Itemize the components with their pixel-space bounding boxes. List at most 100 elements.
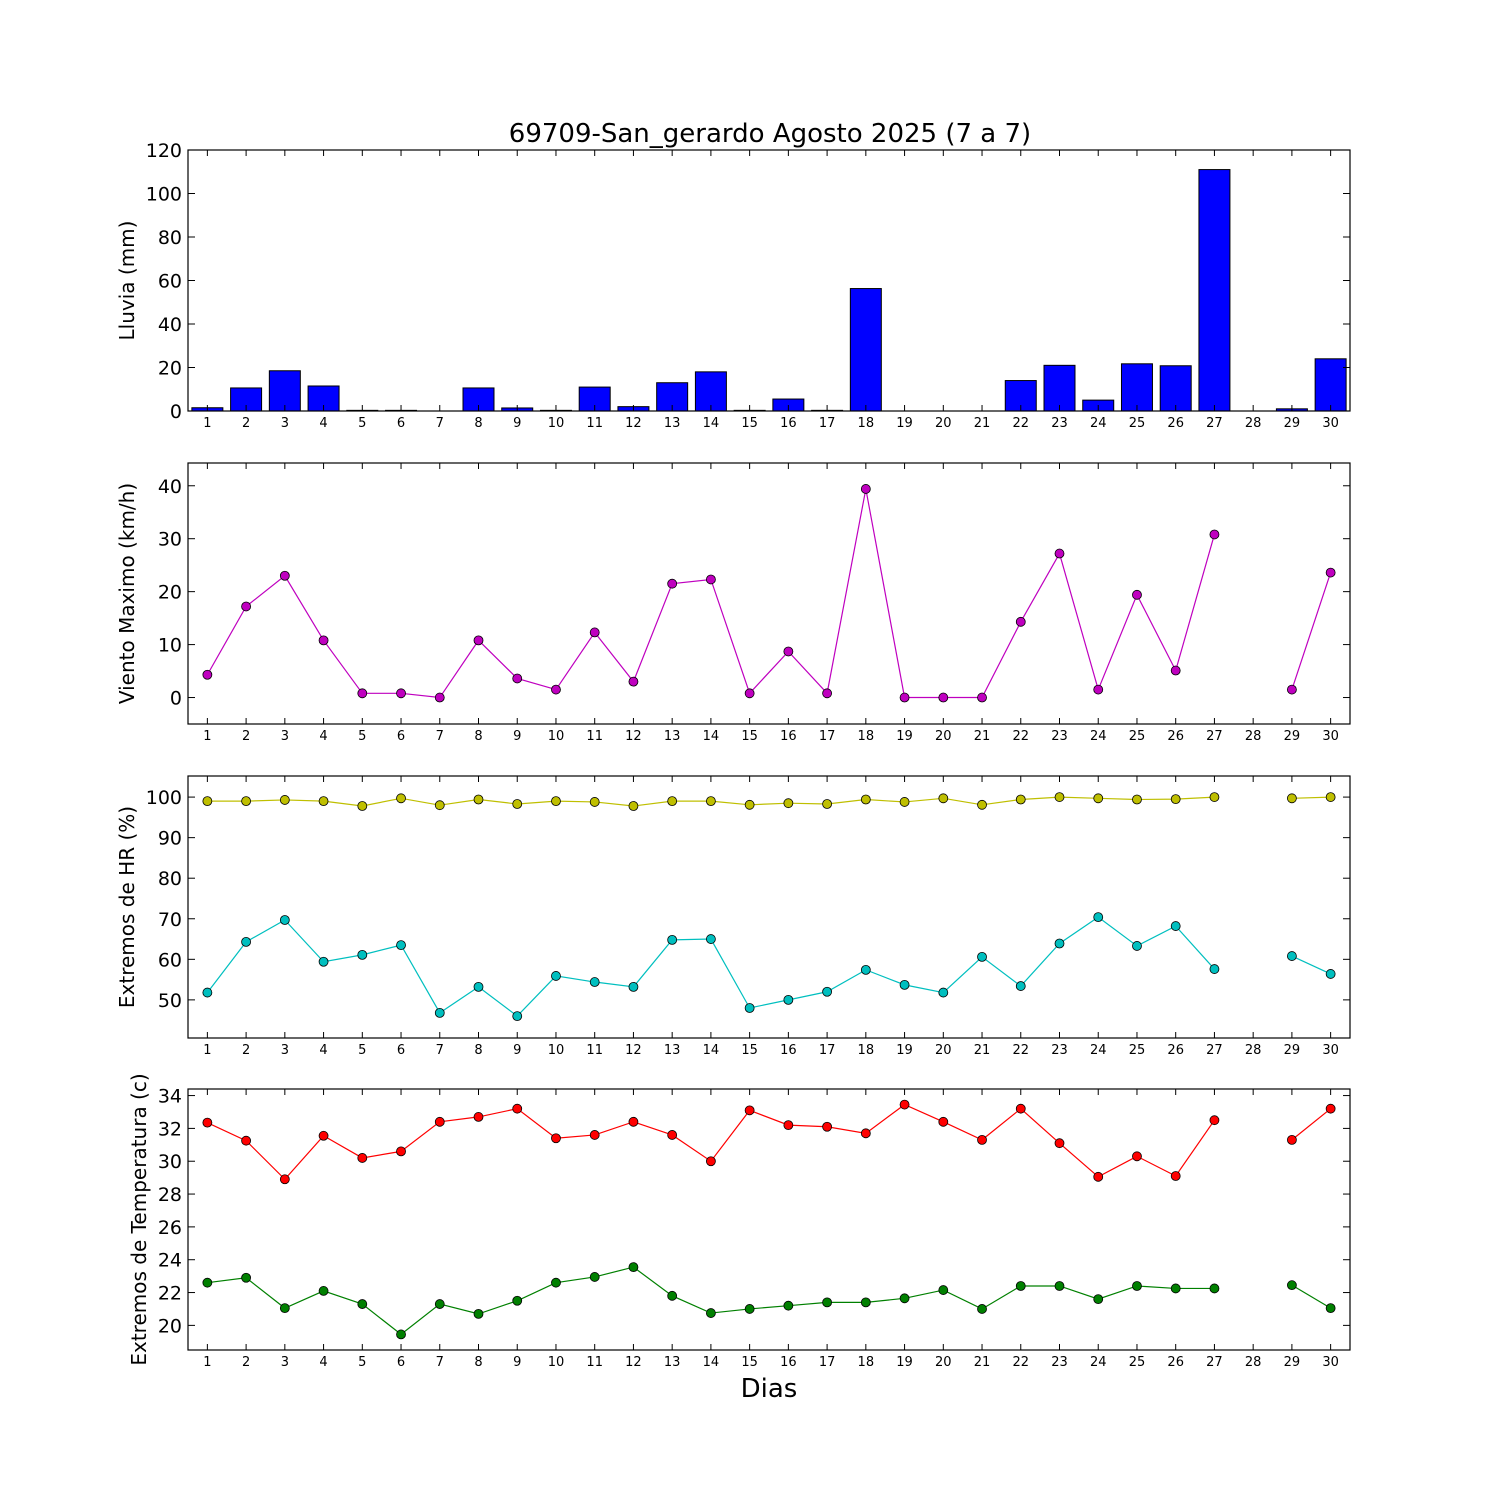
x-tick-label: 8	[474, 416, 482, 431]
data-point	[241, 1135, 252, 1146]
data-point	[473, 1112, 484, 1122]
data-point	[1209, 964, 1220, 974]
x-tick-label: 7	[436, 416, 444, 431]
data-point	[1093, 793, 1104, 804]
y-tick-label: 100	[146, 787, 182, 809]
x-tick-label: 28	[1245, 416, 1262, 431]
data-point	[318, 1130, 329, 1141]
bar-day-23	[1043, 364, 1076, 412]
data-point	[202, 1117, 213, 1128]
data-point	[1015, 1103, 1026, 1114]
data-point	[1093, 684, 1104, 695]
data-point	[202, 669, 213, 680]
data-point	[434, 692, 445, 703]
x-tick-label: 15	[741, 1355, 758, 1370]
data-point	[589, 797, 600, 807]
x-tick-label: 12	[625, 1043, 642, 1058]
x-tick-label: 3	[281, 729, 289, 744]
y-tick-label: 24	[158, 1250, 182, 1272]
data-point	[512, 1011, 523, 1021]
series-line-hr-min	[1291, 955, 1331, 975]
data-point	[1054, 1281, 1065, 1291]
x-tick-label: 3	[281, 1355, 289, 1370]
series-line-temp-min	[1291, 1284, 1331, 1309]
data-point	[241, 1272, 252, 1283]
series-line-temp-min	[207, 1266, 1215, 1336]
x-tick-label: 1	[203, 416, 211, 431]
data-point	[1132, 589, 1142, 600]
data-point	[1132, 1151, 1142, 1162]
x-tick-label: 15	[741, 729, 758, 744]
x-axis-label: Dias	[741, 1374, 798, 1404]
x-tick-label: 21	[974, 1043, 991, 1058]
data-point	[628, 1262, 639, 1273]
data-point	[1325, 792, 1336, 802]
x-tick-label: 7	[436, 1043, 444, 1058]
data-point	[1170, 794, 1181, 805]
data-point	[551, 684, 561, 695]
data-point	[899, 1099, 910, 1110]
x-tick-label: 6	[397, 1355, 405, 1370]
x-tick-label: 8	[474, 729, 482, 744]
data-point	[241, 936, 252, 947]
x-tick-label: 10	[548, 416, 565, 431]
x-tick-label: 8	[474, 1043, 482, 1058]
data-point	[589, 627, 600, 638]
x-tick-label: 28	[1245, 1355, 1262, 1370]
data-point	[1287, 1134, 1297, 1145]
x-tick-label: 23	[1051, 416, 1068, 431]
x-tick-label: 22	[1012, 1355, 1029, 1370]
data-point	[357, 801, 368, 811]
x-tick-label: 20	[935, 1043, 952, 1058]
data-point	[1209, 529, 1220, 540]
x-tick-label: 26	[1167, 1043, 1184, 1058]
x-tick-label: 9	[513, 416, 521, 431]
data-point	[1325, 969, 1336, 979]
x-tick-label: 12	[625, 729, 642, 744]
data-point	[744, 1003, 755, 1013]
x-tick-label: 2	[242, 1355, 250, 1370]
data-point	[318, 796, 329, 807]
x-tick-label: 13	[664, 729, 681, 744]
x-tick-label: 18	[858, 416, 875, 431]
y-tick-label: 0	[170, 401, 182, 423]
x-tick-label: 14	[703, 1043, 720, 1058]
x-tick-label: 17	[819, 729, 836, 744]
x-tick-label: 6	[397, 1043, 405, 1058]
x-tick-label: 7	[436, 1355, 444, 1370]
x-tick-label: 17	[819, 1355, 836, 1370]
y-tick-label: 40	[158, 314, 182, 336]
data-point	[1093, 912, 1104, 923]
data-point	[512, 1295, 523, 1306]
x-tick-label: 10	[548, 1043, 565, 1058]
x-tick-label: 8	[474, 1355, 482, 1370]
x-tick-label: 29	[1284, 416, 1301, 431]
x-tick-label: 6	[397, 416, 405, 431]
x-tick-label: 19	[896, 1043, 913, 1058]
x-tick-label: 16	[780, 1043, 797, 1058]
data-point	[279, 570, 290, 581]
data-point	[706, 574, 716, 585]
data-point	[1209, 1283, 1220, 1294]
data-point	[318, 635, 329, 646]
data-point	[822, 986, 832, 997]
data-point	[860, 964, 871, 975]
data-point	[822, 1121, 832, 1132]
y-axis-label: Extremos de Temperatura (c)	[127, 1073, 151, 1365]
data-point	[1054, 1138, 1065, 1149]
y-tick-label: 80	[158, 227, 182, 249]
data-point	[744, 688, 755, 699]
data-point	[1132, 794, 1142, 805]
x-tick-label: 29	[1284, 729, 1301, 744]
data-point	[473, 1308, 484, 1319]
data-point	[551, 1133, 561, 1144]
x-tick-label: 27	[1206, 1355, 1223, 1370]
x-tick-label: 27	[1206, 1043, 1223, 1058]
bar-day-26	[1159, 365, 1192, 412]
data-point	[977, 1134, 987, 1145]
x-tick-label: 5	[358, 416, 366, 431]
data-point	[860, 794, 871, 805]
data-point	[318, 956, 329, 967]
